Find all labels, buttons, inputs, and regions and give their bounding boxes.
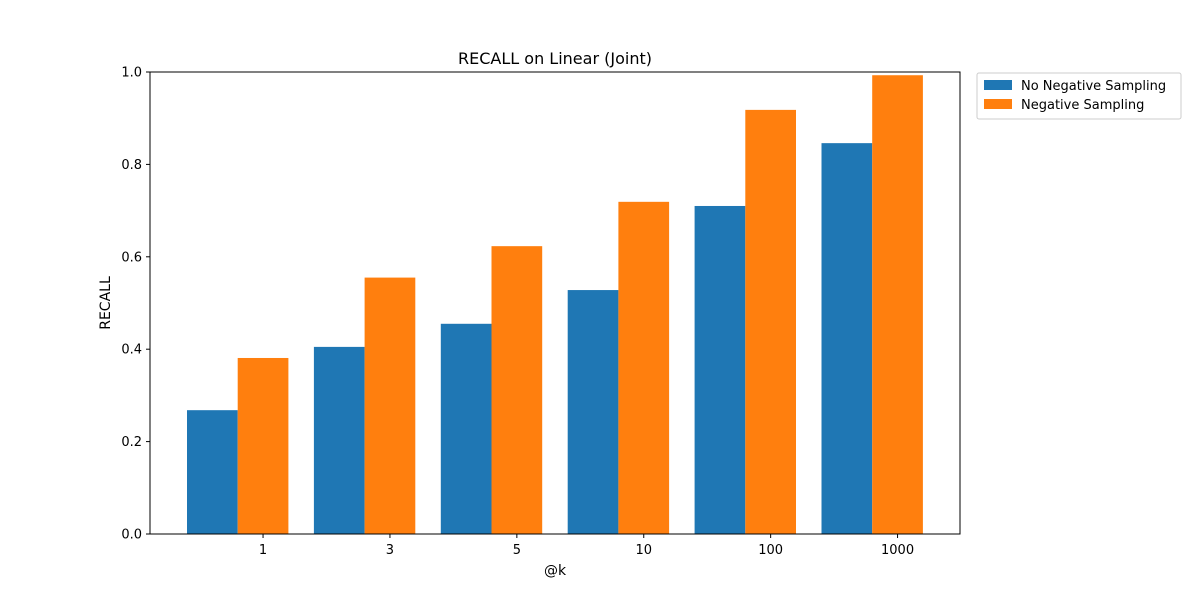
y-tick-label: 0.8 (121, 158, 142, 173)
bar-negative-sampling-1 (237, 357, 289, 534)
legend-entry: Negative Sampling (1021, 98, 1144, 113)
x-tick-label: 3 (386, 543, 394, 558)
y-tick-label: 0.6 (121, 250, 142, 265)
x-tick-label: 1 (259, 543, 267, 558)
x-tick-label: 5 (513, 543, 521, 558)
y-axis: 0.0 0.2 0.4 0.6 0.8 1.0 (121, 66, 150, 543)
plot-frame (149, 71, 961, 535)
x-axis: 1 3 5 10 100 1000 (259, 534, 914, 558)
x-axis-title: @k (544, 563, 567, 579)
bar-no-negative-sampling-100 (694, 205, 746, 535)
legend-box (976, 72, 1182, 120)
legend-entry: No Negative Sampling (1021, 79, 1166, 94)
x-tick-label: 10 (635, 543, 652, 558)
bar-no-negative-sampling-10 (567, 290, 619, 534)
bar-no-negative-sampling-1000 (821, 143, 873, 534)
bar-no-negative-sampling-5 (440, 323, 492, 534)
y-tick-label: 1.0 (121, 66, 142, 81)
y-tick-label: 0.0 (121, 528, 142, 543)
bar-negative-sampling-3 (364, 277, 416, 534)
y-tick-label: 0.4 (121, 343, 142, 358)
legend: No Negative Sampling Negative Sampling (976, 72, 1182, 120)
legend-swatch (984, 80, 1012, 90)
x-tick-label: 1000 (881, 543, 914, 558)
legend-swatch (984, 99, 1012, 109)
x-tick-label: 100 (758, 543, 783, 558)
chart-title: RECALL on Linear (Joint) (458, 49, 652, 68)
bar-negative-sampling-10 (618, 201, 670, 534)
bar-no-negative-sampling-3 (313, 346, 365, 534)
bar-negative-sampling-5 (491, 246, 543, 535)
bars-layer (187, 75, 923, 535)
bar-negative-sampling-100 (745, 109, 796, 534)
y-tick-label: 0.2 (121, 435, 142, 450)
bar-no-negative-sampling-1 (187, 410, 238, 534)
bar-negative-sampling-1000 (872, 75, 923, 534)
y-axis-title: RECALL (98, 276, 114, 330)
